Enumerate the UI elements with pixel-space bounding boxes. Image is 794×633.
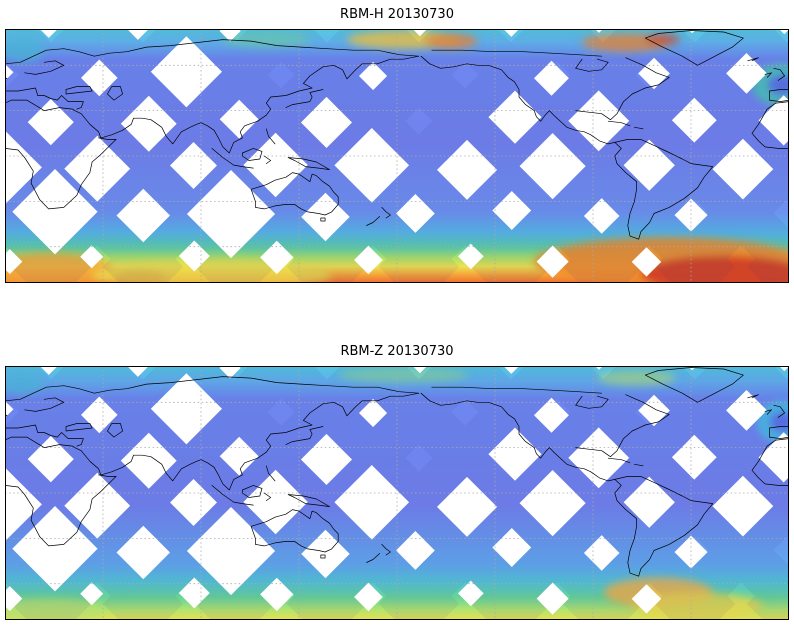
map-panel-rbm-h [5,29,789,283]
panel-title-rbm-h: RBM-H 20130730 [340,7,454,22]
panel-title-rbm-z: RBM-Z 20130730 [340,344,454,359]
map-panel-rbm-z [5,366,789,620]
